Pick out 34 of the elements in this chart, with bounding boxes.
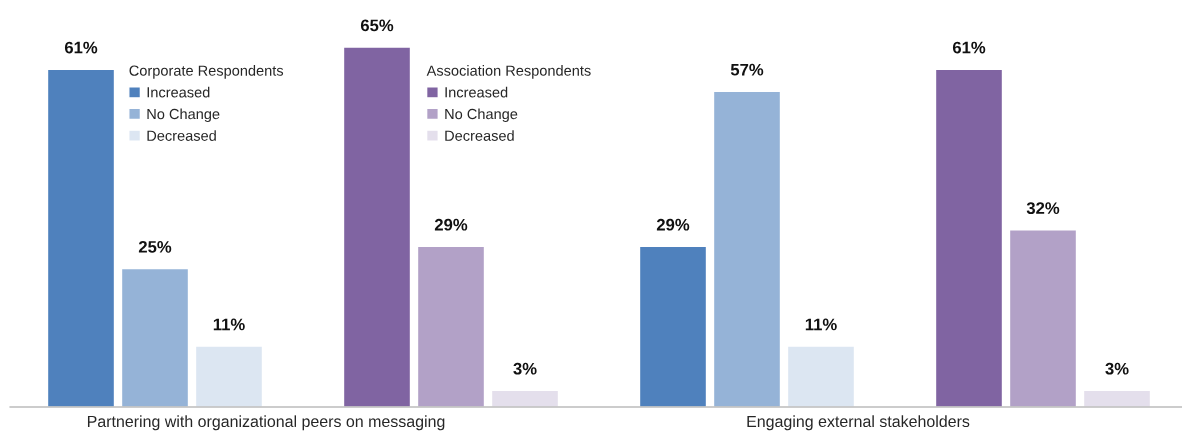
data-label: 57% bbox=[730, 63, 764, 76]
x-tick-label: Engaging external stakeholders bbox=[747, 415, 970, 431]
annotation: Corporate Respondents bbox=[129, 65, 284, 79]
data-label: 11% bbox=[213, 318, 245, 331]
bar bbox=[1008, 229, 1078, 407]
legend-label: Decreased bbox=[445, 130, 514, 141]
data-label: 29% bbox=[656, 218, 690, 231]
data-label: 11% bbox=[805, 318, 837, 331]
data-label: 61% bbox=[64, 41, 98, 54]
legend-label: No Change bbox=[445, 108, 518, 123]
bar bbox=[46, 68, 116, 407]
data-label: 65% bbox=[360, 19, 394, 32]
legend-label: No Change bbox=[147, 108, 220, 123]
bar bbox=[490, 389, 560, 407]
annotation: Association Respondents bbox=[426, 65, 591, 79]
bar bbox=[934, 68, 1004, 407]
data-label: 25% bbox=[138, 240, 172, 253]
legend-label: Decreased bbox=[147, 130, 216, 141]
data-label: 29% bbox=[434, 218, 468, 231]
legend-label: Increased bbox=[147, 86, 210, 98]
x-tick-label: Partnering with organizational peers on messaging bbox=[87, 415, 445, 431]
bar bbox=[416, 245, 486, 407]
bar bbox=[194, 345, 264, 407]
data-label: 61% bbox=[952, 41, 986, 54]
data-label: 32% bbox=[1026, 202, 1060, 215]
bar bbox=[120, 267, 190, 407]
data-label: 3% bbox=[513, 362, 537, 375]
bar bbox=[1082, 389, 1152, 407]
bar bbox=[638, 245, 708, 407]
bar bbox=[712, 90, 782, 407]
bar bbox=[342, 46, 412, 407]
data-label: 3% bbox=[1105, 362, 1129, 375]
legend-label: Increased bbox=[445, 86, 508, 98]
bar bbox=[786, 345, 856, 407]
